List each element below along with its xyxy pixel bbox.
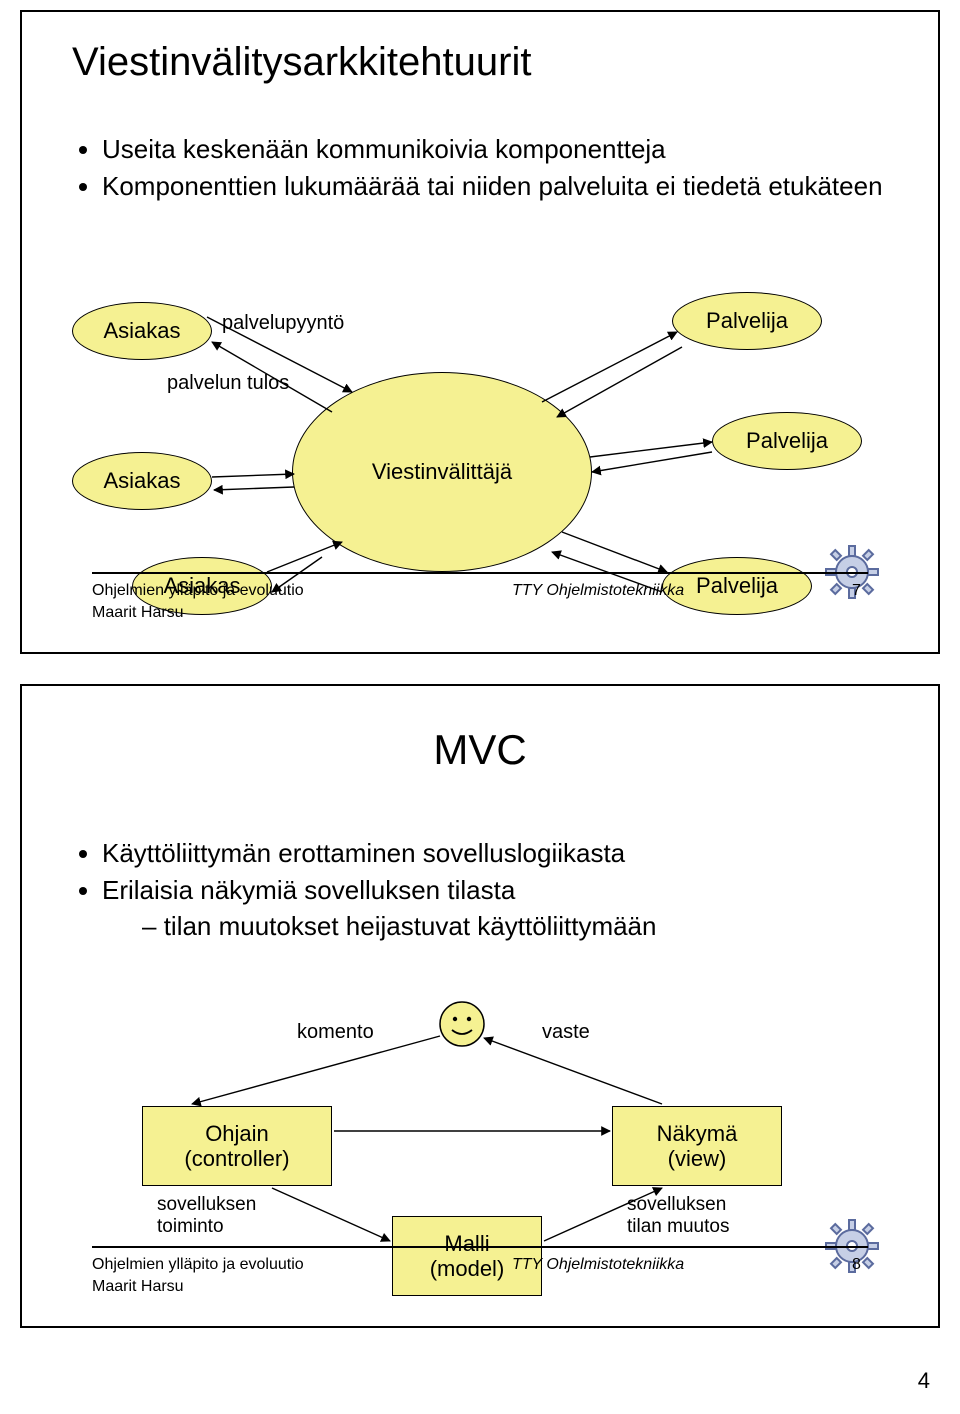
node-palvelija: Palvelija <box>712 412 862 470</box>
slide-mvc: MVC Käyttöliittymän erottaminen sovellus… <box>20 684 940 1328</box>
edge-label-palvelupyynto: palvelupyyntö <box>222 312 344 335</box>
page-number: 4 <box>20 1358 940 1414</box>
node-label: Ohjain <box>184 1121 289 1146</box>
node-sublabel: (model) <box>430 1256 505 1281</box>
slide-title: MVC <box>22 726 938 774</box>
footer-author: Maarit Harsu <box>92 1278 184 1296</box>
label-sovelluksen-toiminto: sovelluksen toiminto <box>157 1194 256 1238</box>
footer-course: Ohjelmien ylläpito ja evoluutio <box>92 582 304 600</box>
node-sublabel: (view) <box>657 1146 738 1171</box>
footer-course: Ohjelmien ylläpito ja evoluutio <box>92 1256 304 1274</box>
slide-number: 7 <box>852 582 861 600</box>
node-label: Palvelija <box>696 573 778 599</box>
node-label: Asiakas <box>103 468 180 494</box>
footer-org: TTY Ohjelmistotekniikka <box>512 582 684 600</box>
edge-label-vaste: vaste <box>542 1021 590 1044</box>
node-sublabel: (controller) <box>184 1146 289 1171</box>
sub-bullet-item: tilan muutokset heijastuvat käyttöliitty… <box>142 910 898 943</box>
node-label: Näkymä <box>657 1121 738 1146</box>
node-label: Palvelija <box>706 308 788 334</box>
edge-label-komento: komento <box>297 1021 374 1044</box>
footer-divider <box>92 572 868 574</box>
bullet-item: Useita keskenään kommunikoivia komponent… <box>102 133 898 166</box>
label-sovelluksen-tilanmuutos: sovelluksen tilan muutos <box>627 1194 729 1238</box>
bullet-list: Käyttöliittymän erottaminen sovelluslogi… <box>62 837 898 947</box>
slide-number: 8 <box>852 1256 861 1274</box>
bullet-item: Erilaisia näkymiä sovelluksen tilasta ti… <box>102 874 898 943</box>
node-label: Viestinvälittäjä <box>372 459 512 485</box>
bullet-item: Käyttöliittymän erottaminen sovelluslogi… <box>102 837 898 870</box>
bullet-list: Useita keskenään kommunikoivia komponent… <box>62 133 898 206</box>
node-label: Malli <box>430 1231 505 1256</box>
slide-viestinvalitys: Viestinvälitysarkkitehtuurit Useita kesk… <box>20 10 940 654</box>
node-palvelija: Palvelija <box>662 557 812 615</box>
node-label: Palvelija <box>746 428 828 454</box>
node-asiakas: Asiakas <box>72 302 212 360</box>
node-ohjain: Ohjain (controller) <box>142 1106 332 1186</box>
node-label: Asiakas <box>103 318 180 344</box>
footer-divider <box>92 1246 868 1248</box>
bullet-item: Komponenttien lukumäärää tai niiden palv… <box>102 170 898 203</box>
node-nakyma: Näkymä (view) <box>612 1106 782 1186</box>
footer-author: Maarit Harsu <box>92 604 184 622</box>
smiley-icon <box>438 1000 486 1048</box>
node-asiakas: Asiakas <box>72 452 212 510</box>
node-palvelija: Palvelija <box>672 292 822 350</box>
edge-label-palveluntulos: palvelun tulos <box>167 372 289 395</box>
footer-org: TTY Ohjelmistotekniikka <box>512 1256 684 1274</box>
slide-title: Viestinvälitysarkkitehtuurit <box>72 40 531 85</box>
node-viestinvalittaja: Viestinvälittäjä <box>292 372 592 572</box>
